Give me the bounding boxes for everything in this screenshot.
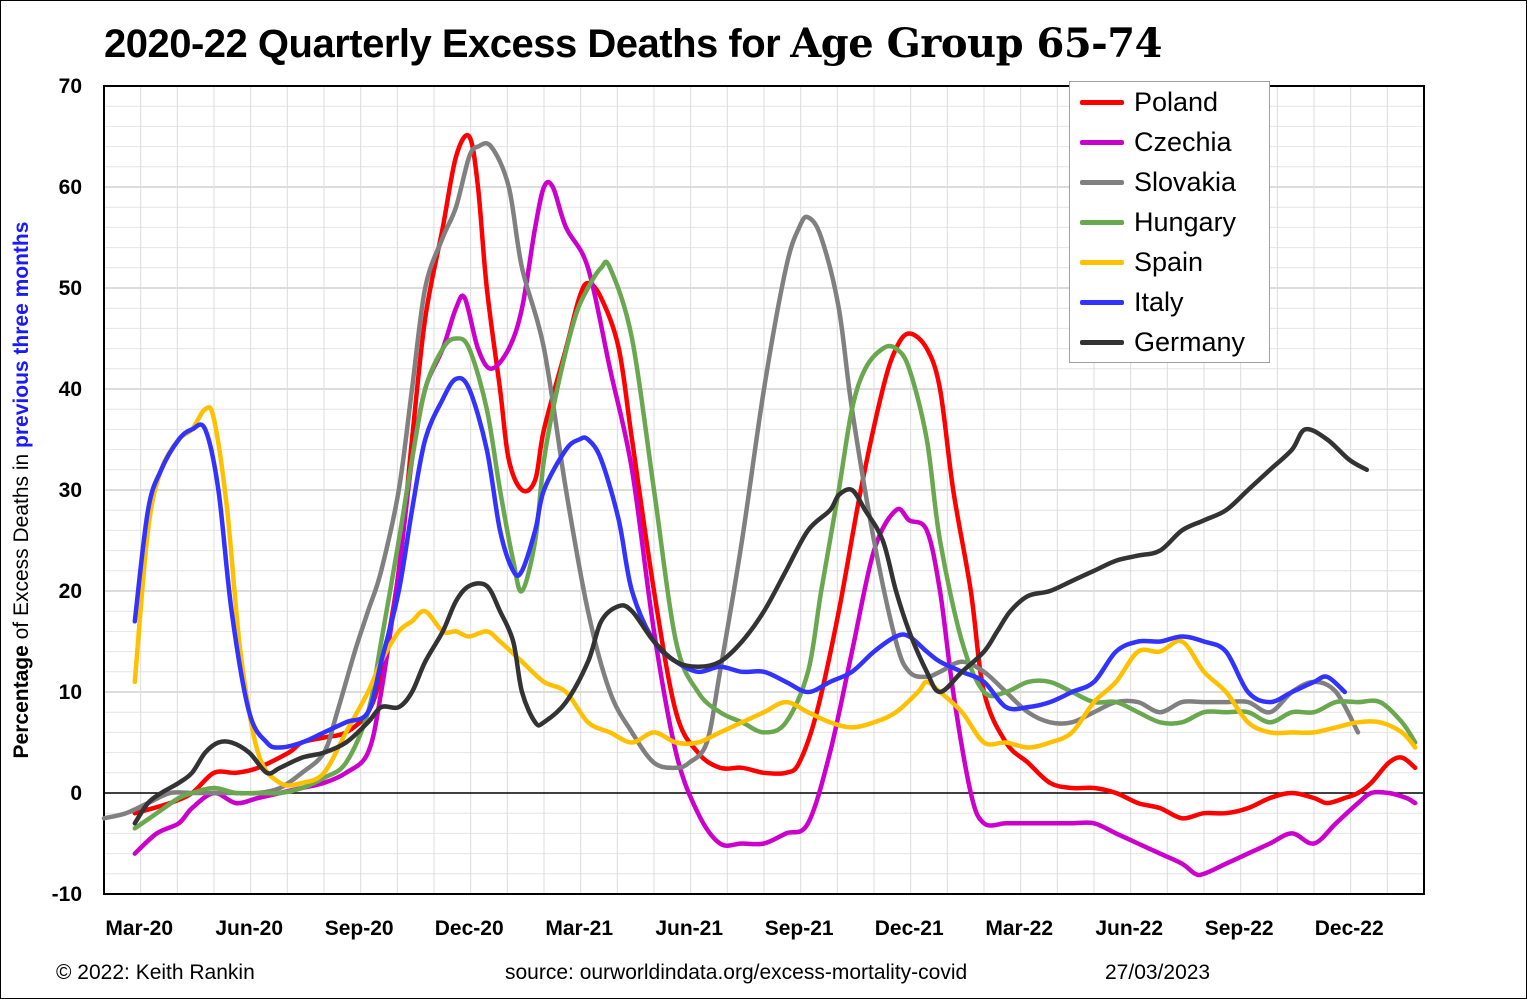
legend-item-germany: Germany bbox=[1070, 322, 1269, 362]
plot-area-border bbox=[103, 85, 1425, 895]
y-tick-label: 50 bbox=[59, 277, 82, 300]
y-tick-labels: -10 0 10 20 30 40 50 60 70 bbox=[52, 75, 82, 906]
x-tick-label: Sep-21 bbox=[765, 917, 834, 940]
chart-title-emphasis: Age Group 65-74 bbox=[790, 20, 1162, 67]
legend-swatch bbox=[1080, 260, 1124, 265]
x-tick-label: Sep-20 bbox=[325, 917, 394, 940]
legend-label: Poland bbox=[1134, 87, 1219, 117]
legend-label: Hungary bbox=[1134, 207, 1237, 237]
legend-label: Germany bbox=[1134, 327, 1246, 357]
series-line-czechia bbox=[132, 179, 1418, 878]
series-line-hungary bbox=[132, 259, 1418, 831]
y-tick-label: 30 bbox=[59, 479, 82, 502]
chart-title-main: 2020-22 Quarterly Excess Deaths for bbox=[104, 22, 781, 66]
legend-item-hungary: Hungary bbox=[1070, 202, 1269, 242]
y-tick-label: 20 bbox=[59, 580, 82, 603]
footer-date: 27/03/2023 bbox=[1105, 961, 1211, 984]
x-tick-label: Jun-21 bbox=[655, 917, 723, 940]
chart-title: 2020-22 Quarterly Excess Deaths for Age G… bbox=[104, 20, 1162, 67]
legend-item-spain: Spain bbox=[1070, 242, 1269, 282]
x-tick-label: Jun-20 bbox=[215, 917, 283, 940]
legend-swatch bbox=[1080, 300, 1124, 305]
x-tick-label: Mar-20 bbox=[105, 917, 173, 940]
x-tick-label: Mar-21 bbox=[545, 917, 613, 940]
y-tick-label: 0 bbox=[70, 782, 82, 805]
series-layer bbox=[101, 133, 1418, 878]
legend-swatch bbox=[1080, 220, 1124, 225]
x-tick-label: Mar-22 bbox=[985, 917, 1053, 940]
legend: Poland Czechia Slovakia Hungary Spain It… bbox=[1069, 81, 1270, 363]
legend-label: Slovakia bbox=[1134, 167, 1237, 197]
x-tick-label: Dec-21 bbox=[875, 917, 944, 940]
x-tick-labels: Mar-20 Jun-20 Sep-20 Dec-20 Mar-21 Jun-21 Sep-… bbox=[105, 917, 1383, 940]
series-line-germany bbox=[132, 426, 1370, 826]
series-line-spain bbox=[132, 404, 1418, 788]
legend-item-czechia: Czechia bbox=[1070, 122, 1269, 162]
x-tick-label: Dec-22 bbox=[1315, 917, 1384, 940]
legend-swatch bbox=[1080, 340, 1124, 345]
legend-item-poland: Poland bbox=[1070, 82, 1269, 122]
footer-copyright: © 2022: Keith Rankin bbox=[56, 961, 255, 984]
legend-label: Czechia bbox=[1134, 127, 1232, 157]
legend-item-italy: Italy bbox=[1070, 282, 1269, 322]
x-tick-label: Dec-20 bbox=[435, 917, 504, 940]
legend-item-slovakia: Slovakia bbox=[1070, 162, 1269, 202]
footer-source: source: ourworldindata.org/excess-mortal… bbox=[505, 961, 968, 984]
legend-label: Spain bbox=[1134, 247, 1204, 277]
legend-swatch bbox=[1080, 140, 1124, 145]
x-tick-label: Jun-22 bbox=[1095, 917, 1163, 940]
x-tick-label: Sep-22 bbox=[1205, 917, 1274, 940]
legend-swatch bbox=[1080, 100, 1124, 105]
legend-label: Italy bbox=[1134, 287, 1184, 317]
y-tick-label: 10 bbox=[59, 681, 82, 704]
y-tick-label: 70 bbox=[59, 75, 82, 98]
y-tick-label: 40 bbox=[59, 378, 82, 401]
series-line-italy bbox=[132, 375, 1348, 750]
y-tick-label: -10 bbox=[52, 883, 82, 906]
legend-swatch bbox=[1080, 180, 1124, 185]
y-tick-label: 60 bbox=[59, 176, 82, 199]
